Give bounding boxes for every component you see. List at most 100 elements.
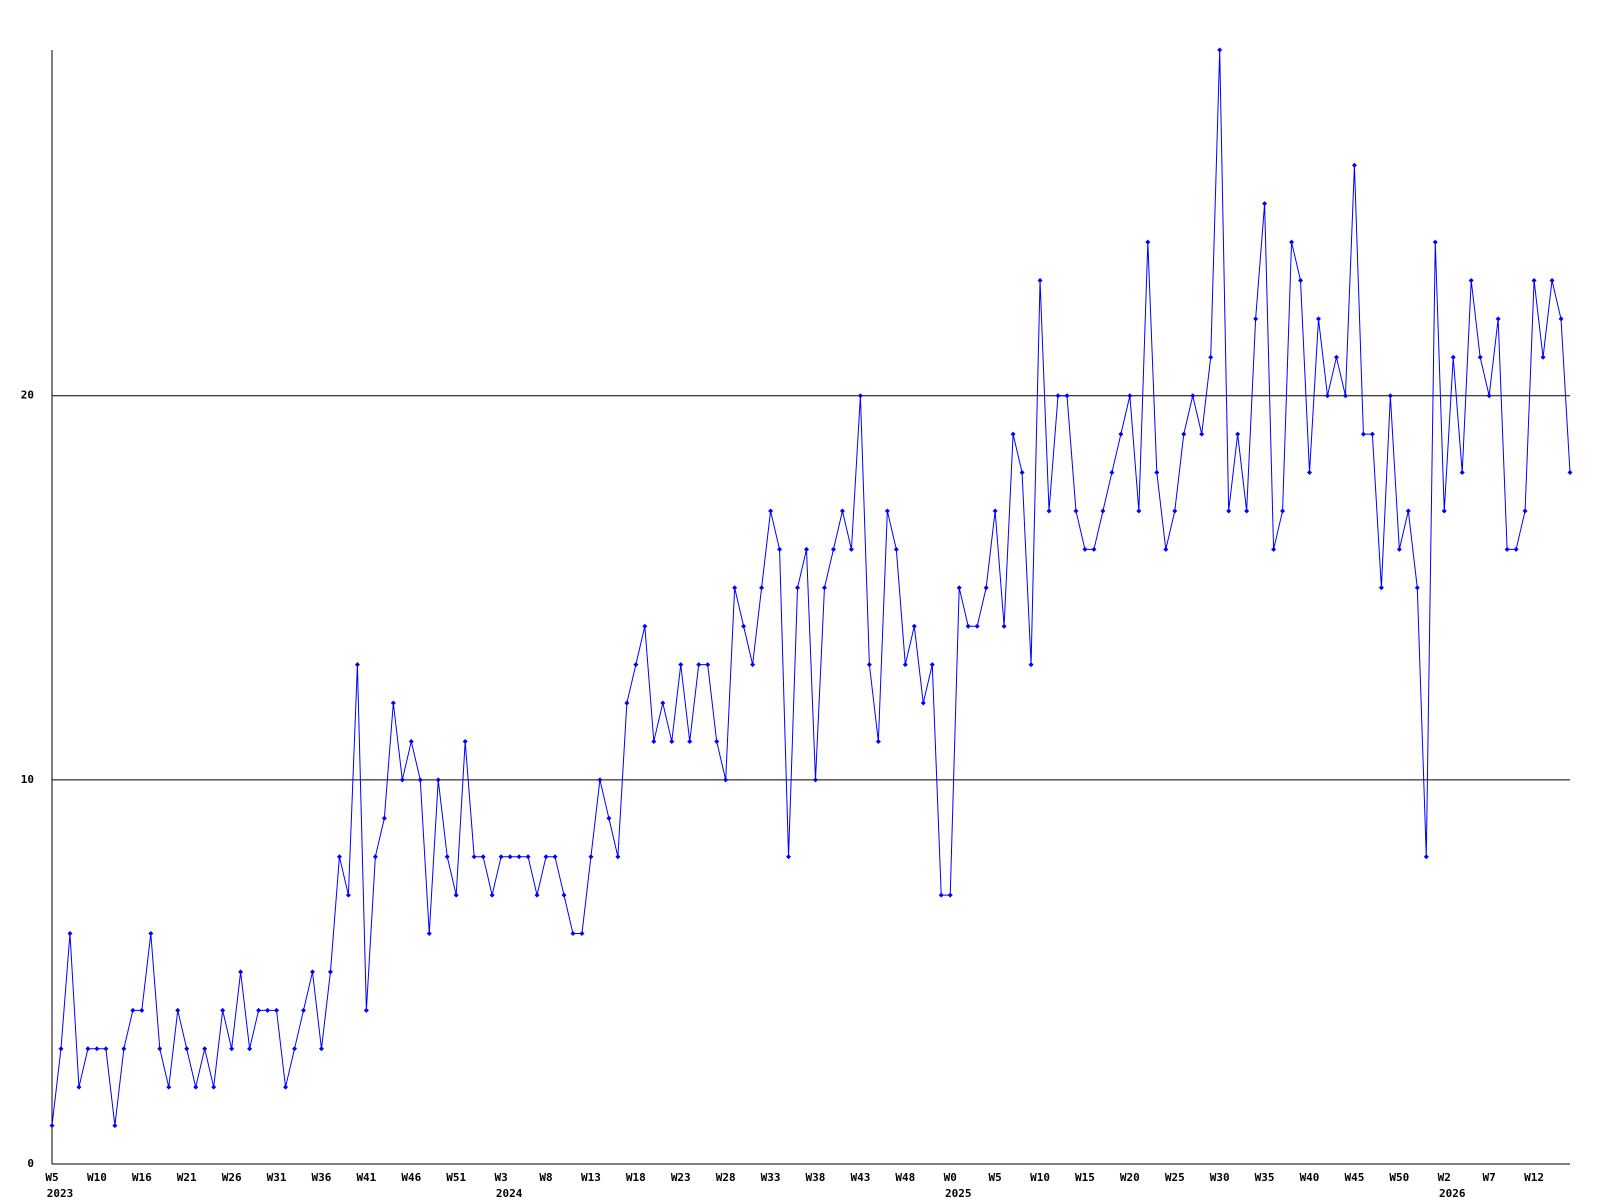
data-point [1387,393,1393,399]
data-point [1468,277,1474,283]
data-point [318,1046,324,1052]
data-point [974,623,980,629]
data-point [911,623,917,629]
data-point [58,1046,64,1052]
data-point [1369,431,1375,437]
data-point [1486,393,1492,399]
data-point [1280,508,1286,514]
x-tick-label: W30 [1210,1171,1230,1184]
data-point [274,1007,280,1013]
data-point [732,585,738,591]
data-point [390,700,396,706]
data-point [696,662,702,668]
x-tick-label: W41 [356,1171,376,1184]
x-tick-label: W18 [626,1171,646,1184]
data-point [1145,239,1151,245]
data-point [1396,546,1402,552]
x-tick-label: W45 [1344,1171,1364,1184]
data-point [1019,470,1025,476]
data-point [597,777,603,783]
data-point [1037,277,1043,283]
data-point [444,854,450,860]
x-tick-label: W21 [177,1171,197,1184]
data-point [669,738,675,744]
data-point [435,777,441,783]
data-point [516,854,522,860]
y-tick-label: 0 [27,1157,34,1170]
data-point [67,931,73,937]
data-point [893,546,899,552]
data-point [1118,431,1124,437]
data-point [1028,662,1034,668]
data-point [902,662,908,668]
data-point [184,1046,190,1052]
data-point [1289,239,1295,245]
data-point [417,777,423,783]
data-point [1540,354,1546,360]
x-tick-label: W10 [1030,1171,1050,1184]
data-point [148,931,154,937]
data-point [256,1007,262,1013]
x-tick-label: W35 [1255,1171,1275,1184]
data-point [624,700,630,706]
data-point [211,1084,217,1090]
data-point [1154,470,1160,476]
data-point [992,508,998,514]
data-point [1172,508,1178,514]
data-point [1235,431,1241,437]
data-point [85,1046,91,1052]
x-tick-label: W28 [716,1171,736,1184]
data-point [1100,508,1106,514]
data-point [543,854,549,860]
data-point [166,1084,172,1090]
data-point [489,892,495,898]
data-point [220,1007,226,1013]
data-point [875,738,881,744]
data-point [381,815,387,821]
data-point [570,931,576,937]
data-point [714,738,720,744]
data-point [786,854,792,860]
x-tick-label: W15 [1075,1171,1095,1184]
data-point [777,546,783,552]
data-point [633,662,639,668]
data-point [453,892,459,898]
data-point [1459,470,1465,476]
data-point [94,1046,100,1052]
x-tick-label: W5 [45,1171,58,1184]
data-point [426,931,432,937]
x-tick-label: W50 [1389,1171,1409,1184]
data-point [552,854,558,860]
year-label: 2024 [496,1187,523,1200]
x-tick-label: W31 [267,1171,287,1184]
data-point [139,1007,145,1013]
data-point [354,662,360,668]
data-point [1432,239,1438,245]
data-point [561,892,567,898]
data-line [51,49,1571,1126]
data-point [1315,316,1321,322]
data-point [848,546,854,552]
data-point [1073,508,1079,514]
data-point [678,662,684,668]
data-point [1298,277,1304,283]
data-point [1190,393,1196,399]
data-point [471,854,477,860]
x-tick-label: W25 [1165,1171,1185,1184]
data-point [1513,546,1519,552]
data-point [1136,508,1142,514]
data-point [812,777,818,783]
data-point [336,854,342,860]
data-point [175,1007,181,1013]
data-point [1504,546,1510,552]
data-point [606,815,612,821]
data-point [121,1046,127,1052]
data-point [76,1084,82,1090]
data-point [1495,316,1501,322]
data-point [1441,508,1447,514]
x-tick-label: W8 [539,1171,552,1184]
data-point [1450,354,1456,360]
data-point [1307,470,1313,476]
data-point [1091,546,1097,552]
